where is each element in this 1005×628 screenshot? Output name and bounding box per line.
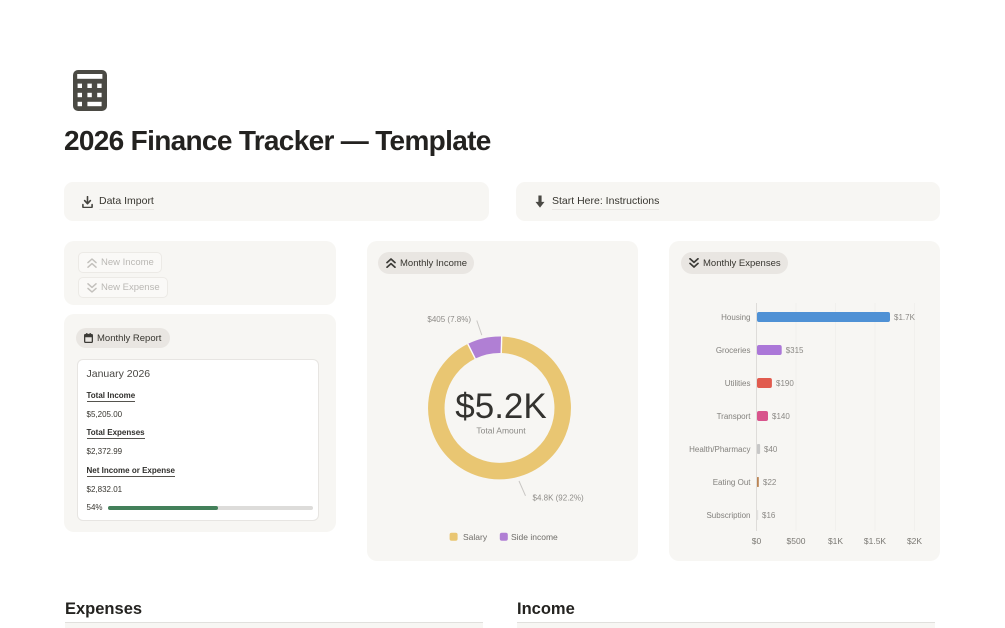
svg-text:Subscription: Subscription xyxy=(706,511,750,520)
svg-text:Eating Out: Eating Out xyxy=(713,478,752,487)
svg-text:Health/Pharmacy: Health/Pharmacy xyxy=(689,445,750,454)
svg-text:$315: $315 xyxy=(786,346,804,355)
svg-text:Transport: Transport xyxy=(717,412,752,421)
svg-text:$1.7K: $1.7K xyxy=(894,313,916,322)
svg-text:$1K: $1K xyxy=(828,536,843,546)
svg-text:Total Amount: Total Amount xyxy=(476,426,526,436)
svg-text:Utilities: Utilities xyxy=(725,379,751,388)
svg-text:$1.5K: $1.5K xyxy=(864,536,887,546)
svg-text:Housing: Housing xyxy=(721,313,750,322)
svg-text:$16: $16 xyxy=(762,511,776,520)
svg-text:Salary: Salary xyxy=(463,532,488,542)
svg-text:$140: $140 xyxy=(772,412,790,421)
svg-text:$405 (7.8%): $405 (7.8%) xyxy=(427,315,471,324)
svg-text:$2K: $2K xyxy=(907,536,922,546)
svg-text:$5.2K: $5.2K xyxy=(455,387,546,426)
svg-text:$500: $500 xyxy=(787,536,806,546)
svg-text:$40: $40 xyxy=(764,445,778,454)
svg-text:$22: $22 xyxy=(763,478,777,487)
svg-text:$4.8K (92.2%): $4.8K (92.2%) xyxy=(533,494,584,503)
svg-text:Side income: Side income xyxy=(511,532,558,542)
svg-text:Groceries: Groceries xyxy=(716,346,751,355)
svg-text:$190: $190 xyxy=(776,379,794,388)
svg-text:$0: $0 xyxy=(752,536,762,546)
